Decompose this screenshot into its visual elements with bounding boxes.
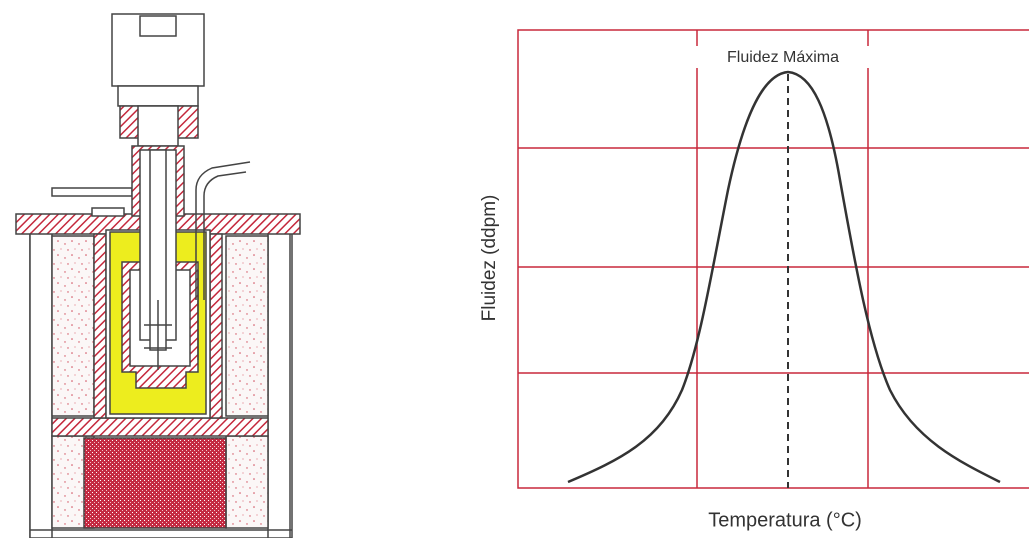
peak-label: Fluidez Máxima bbox=[727, 49, 839, 66]
label-bg bbox=[696, 46, 870, 68]
y-axis-label: Fluidez (ddpm) bbox=[479, 195, 500, 322]
grid bbox=[517, 29, 1029, 489]
fluidity-curve bbox=[567, 70, 1001, 484]
x-axis-label: Temperatura (°C) bbox=[708, 509, 862, 531]
apparatus bbox=[15, 13, 301, 538]
chart: Fluidez Máxima Fluidez (ddpm) Temperatur… bbox=[479, 29, 1029, 531]
